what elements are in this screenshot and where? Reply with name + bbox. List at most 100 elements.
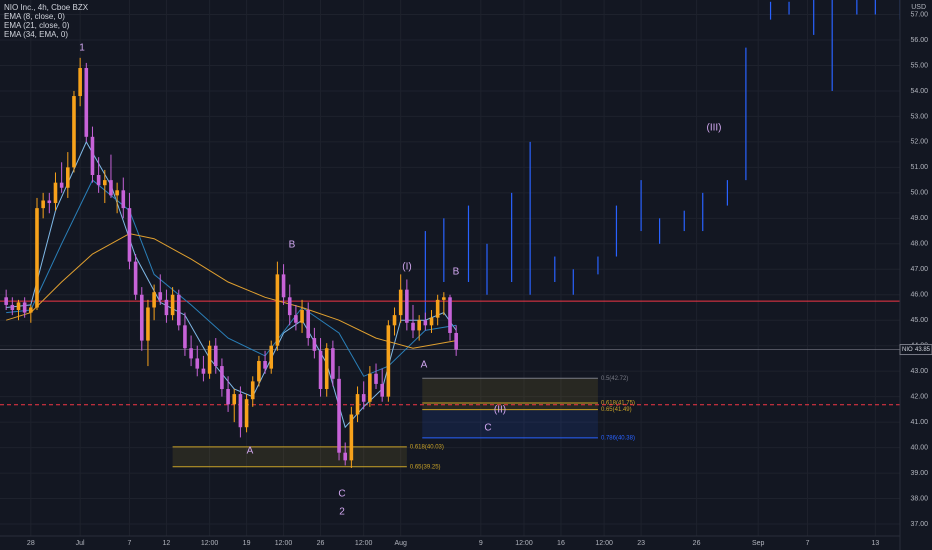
candle-body [183, 325, 187, 349]
wave-label: C [338, 489, 345, 500]
candle-body [318, 350, 323, 390]
x-tick-label: Sep [752, 540, 765, 547]
candle-body [139, 294, 144, 341]
y-tick-label: 51.00 [910, 164, 928, 171]
y-tick-label: 40.00 [910, 444, 928, 451]
candle-body [47, 200, 52, 204]
candle-body [176, 294, 181, 326]
candle-body [380, 383, 384, 397]
wave-label: 1 [79, 43, 85, 54]
candle-body [287, 297, 292, 316]
wave-label: B [289, 240, 296, 251]
last-price-symbol: NIO [902, 347, 913, 353]
fib-label: 0.65(41.49) [601, 407, 632, 413]
wave-label: A [421, 360, 428, 371]
x-tick-label: 12:00 [201, 540, 219, 547]
fib-zone [422, 403, 598, 410]
candle-body [324, 348, 329, 390]
candle-body [349, 414, 354, 461]
candle-body [244, 399, 249, 428]
candle-body [337, 378, 341, 453]
x-tick-label: 9 [479, 540, 483, 547]
candle-body [423, 320, 428, 326]
x-tick-label: 26 [693, 540, 701, 547]
x-tick-label: 13 [871, 540, 879, 547]
wave-label: 2 [339, 507, 345, 518]
candle-body [294, 315, 298, 323]
chart-title: NIO Inc., 4h, Cboe BZX [4, 3, 89, 12]
candle-body [189, 348, 193, 359]
last-price-value: 43.85 [915, 347, 931, 353]
indicator-label: EMA (21, close, 0) [4, 21, 70, 30]
candle-body [109, 180, 113, 196]
fib-zone [422, 378, 598, 404]
fib-label: 0.786(40.38) [601, 435, 635, 441]
candle-body [386, 325, 391, 397]
x-tick-label: 19 [243, 540, 251, 547]
wave-label: (III) [707, 123, 722, 134]
candle-body [133, 261, 138, 295]
candle-body [250, 381, 255, 400]
candle-body [78, 68, 82, 97]
x-tick-label: 16 [557, 540, 565, 547]
candle-body [312, 338, 317, 351]
candle-body [207, 345, 212, 374]
candle-body [355, 394, 360, 415]
candle-body [22, 302, 27, 313]
candle-body [127, 208, 132, 262]
indicator-label: EMA (8, close, 0) [4, 12, 65, 21]
candle-body [232, 394, 237, 405]
y-tick-label: 43.00 [910, 368, 928, 375]
x-tick-label: 7 [127, 540, 131, 547]
candle-body [281, 274, 286, 298]
y-tick-label: 42.00 [910, 393, 928, 400]
x-tick-label: 23 [637, 540, 645, 547]
candle-body [164, 299, 169, 316]
candle-body [146, 307, 150, 341]
candle-body [238, 394, 243, 428]
candle-body [53, 182, 58, 204]
y-tick-label: 54.00 [910, 88, 928, 95]
candle-body [59, 182, 64, 188]
candle-body [257, 360, 261, 382]
candle-body [170, 294, 175, 316]
candle-body [16, 302, 21, 311]
candle-body [90, 136, 95, 176]
x-tick-label: 12:00 [275, 540, 293, 547]
y-tick-label: 46.00 [910, 292, 928, 299]
candle-body [10, 304, 15, 311]
candle-body [35, 208, 39, 308]
y-tick-label: 49.00 [910, 215, 928, 222]
y-tick-label: 48.00 [910, 241, 928, 248]
x-tick-label: 12:00 [595, 540, 613, 547]
y-tick-label: 57.00 [910, 11, 928, 18]
candle-body [429, 317, 434, 326]
candle-body [201, 368, 206, 374]
fib-label: 0.5(42.72) [601, 376, 628, 382]
candle-body [41, 200, 45, 209]
y-tick-label: 52.00 [910, 139, 928, 146]
candle-body [417, 320, 421, 331]
candle-body [96, 175, 101, 186]
candle-body [84, 68, 89, 137]
candle-body [220, 366, 224, 390]
y-tick-label: 55.00 [910, 62, 928, 69]
y-tick-label: 56.00 [910, 37, 928, 44]
candle-body [152, 292, 156, 308]
candle-body [392, 315, 397, 326]
x-tick-label: 12:00 [355, 540, 373, 547]
candle-body [411, 322, 415, 331]
candle-body [213, 345, 218, 367]
candle-body [361, 394, 366, 402]
fib-label: 0.65(39.25) [410, 464, 441, 470]
candle-body [331, 348, 335, 379]
candle-body [66, 167, 70, 188]
candle-body [115, 190, 119, 196]
candle-body [374, 373, 378, 384]
candle-body [368, 373, 372, 402]
y-tick-label: 41.00 [910, 419, 928, 426]
candle-body [435, 299, 440, 318]
fib-zone [422, 409, 598, 438]
